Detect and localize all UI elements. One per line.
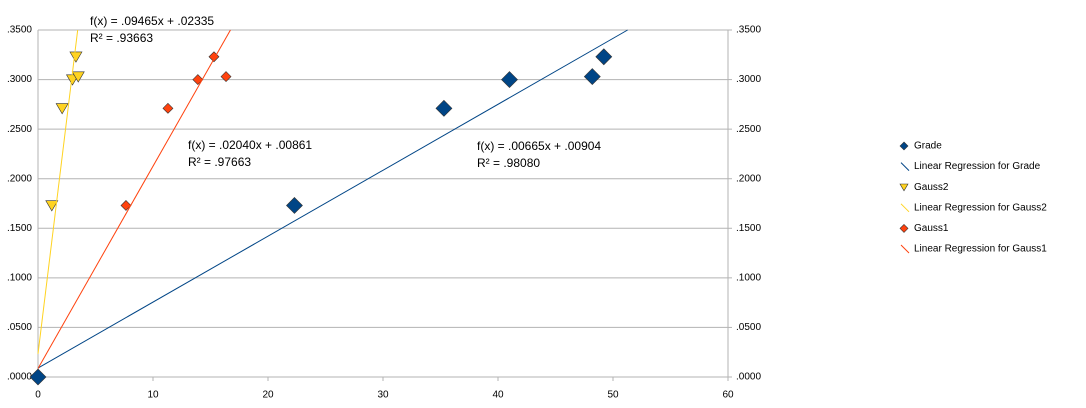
legend-marker	[900, 203, 910, 213]
regression-line	[37, 29, 79, 354]
data-point	[583, 68, 601, 86]
y-tick-label: .2500	[7, 124, 32, 135]
y2-tick-label: .2000	[736, 173, 761, 184]
y2-tick-label: .1000	[736, 272, 761, 283]
data-point	[162, 102, 174, 114]
y-tick-label: .3000	[7, 74, 32, 85]
data-point	[71, 71, 85, 83]
regression-line	[37, 29, 231, 369]
legend-label: Grade	[914, 141, 942, 152]
x-tick-label: 0	[35, 390, 41, 401]
data-point	[120, 200, 132, 211]
y-tick-label: .0500	[7, 322, 32, 333]
data-point	[501, 71, 518, 88]
data-point	[29, 368, 47, 386]
legend-label: Linear Regression for Gauss2	[914, 202, 1047, 213]
regression-r-squared: R² = .98080	[477, 156, 540, 170]
legend-marker	[900, 244, 910, 254]
regression-equation: f(x) = .00665x + .00904	[477, 139, 601, 153]
data-point	[435, 99, 453, 117]
x-tick-label: 10	[147, 390, 159, 401]
x-tick-label: 40	[492, 390, 504, 401]
legend-marker	[899, 223, 909, 233]
regression-r-squared: R² = .97663	[188, 155, 251, 169]
y-tick-label: .1500	[7, 223, 32, 234]
x-tick-label: 20	[262, 390, 274, 401]
y-tick-label: .2000	[7, 173, 32, 184]
data-point	[220, 71, 232, 83]
data-point	[69, 51, 83, 63]
x-tick-label: 60	[722, 390, 734, 401]
x-tick-label: 30	[377, 390, 389, 401]
data-point	[286, 197, 303, 214]
y2-tick-label: .0500	[736, 322, 761, 333]
legend-marker	[899, 183, 909, 192]
legend-marker	[900, 162, 910, 171]
regression-line	[37, 29, 628, 369]
y-tick-label: .1000	[7, 272, 32, 283]
regression-r-squared: R² = .93663	[90, 31, 153, 45]
y2-tick-label: .0000	[736, 372, 761, 383]
regression-equation: f(x) = .09465x + .02335	[90, 14, 214, 28]
y2-tick-label: .3000	[736, 74, 761, 85]
regression-equation: f(x) = .02040x + .00861	[188, 138, 312, 152]
legend-label: Linear Regression for Grade	[914, 161, 1041, 172]
y2-tick-label: .2500	[736, 124, 761, 135]
x-tick-label: 50	[607, 390, 619, 401]
legend-label: Gauss2	[914, 182, 949, 193]
legend-label: Linear Regression for Gauss1	[914, 244, 1047, 255]
data-point	[192, 74, 204, 85]
y2-tick-label: .1500	[736, 223, 761, 234]
y-tick-label: .3500	[7, 25, 32, 36]
data-point	[595, 48, 613, 66]
data-point	[55, 103, 69, 115]
y-tick-label: .0000	[7, 372, 32, 383]
data-point	[45, 200, 59, 212]
y2-tick-label: .3500	[736, 25, 761, 36]
legend-marker	[899, 141, 909, 151]
legend-label: Gauss1	[914, 223, 949, 234]
